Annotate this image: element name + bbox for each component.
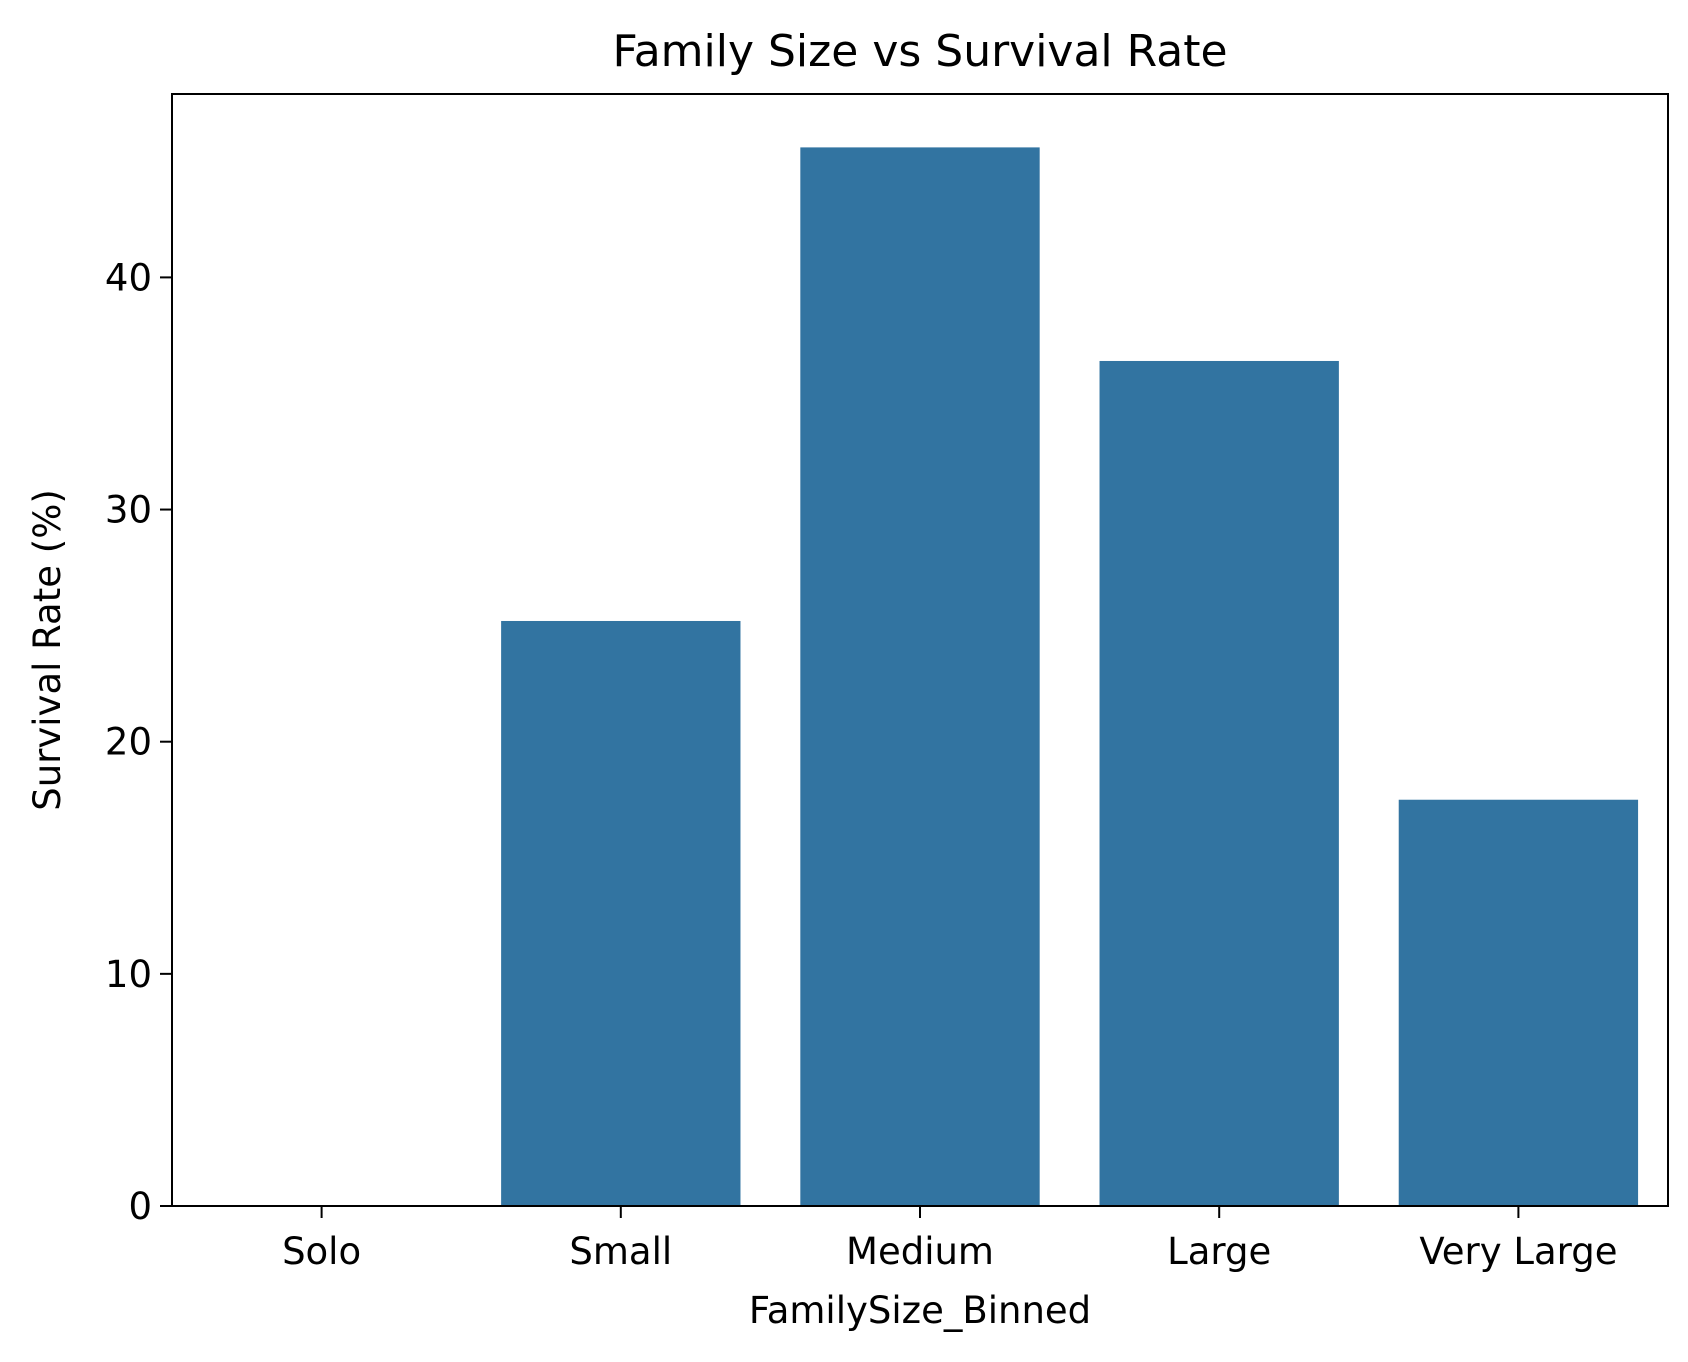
bar-medium (800, 147, 1040, 1207)
y-tick-label: 20 (105, 721, 152, 764)
bar-large (1099, 360, 1339, 1206)
x-tick-label: Small (569, 1230, 672, 1273)
plot-frame (171, 93, 1669, 1207)
x-tick-label: Medium (846, 1230, 994, 1273)
y-axis-label: Survival Rate (%) (26, 489, 69, 811)
x-tick-label: Large (1167, 1230, 1271, 1273)
y-tick-label: 10 (105, 953, 152, 996)
bar-very-large (1398, 799, 1639, 1206)
chart-title: Family Size vs Survival Rate (612, 26, 1227, 77)
bars-group (501, 147, 1639, 1207)
x-tick-label: Solo (282, 1230, 361, 1273)
bar-small (501, 620, 741, 1206)
x-axis-label: FamilySize_Binned (749, 1289, 1091, 1332)
x-tick-label: Very Large (1419, 1230, 1617, 1273)
y-tick-label: 40 (105, 256, 152, 299)
y-tick-label: 0 (128, 1185, 152, 1228)
x-axis-ticks: Solo Small Medium Large Very Large (282, 1206, 1617, 1273)
y-tick-label: 30 (105, 489, 152, 532)
y-axis-ticks: 0 10 20 30 40 (105, 256, 172, 1228)
